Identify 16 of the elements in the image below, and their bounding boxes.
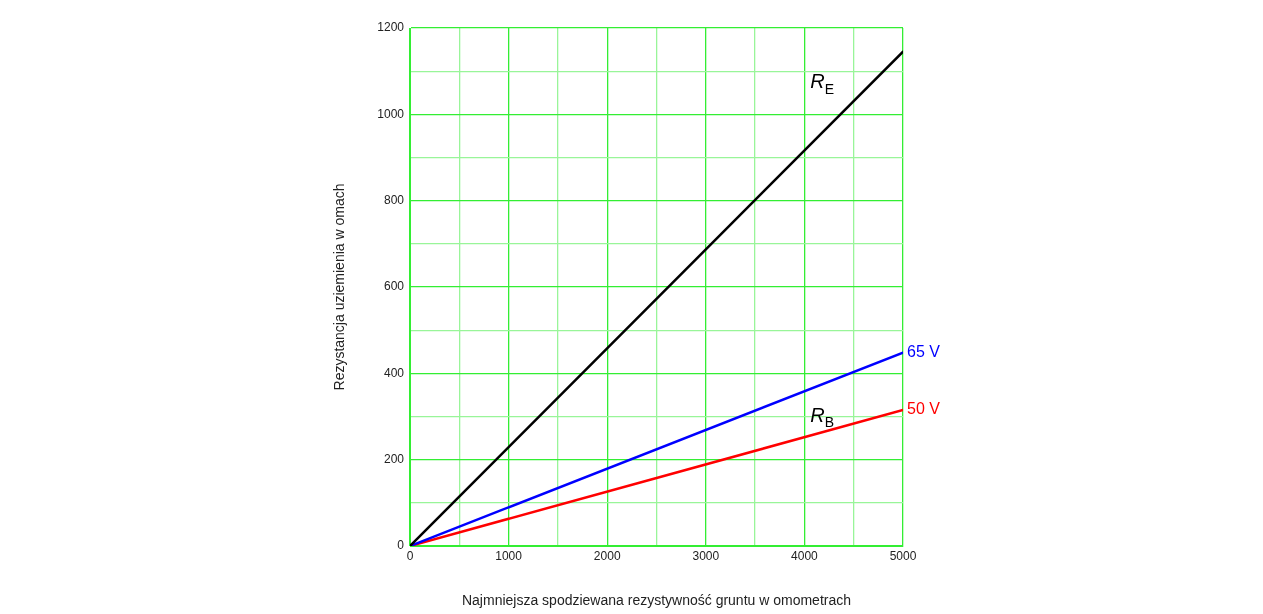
x-tick-label: 5000 [889, 548, 917, 563]
x-tick-label: 4000 [791, 548, 819, 563]
y-tick-label: 200 [383, 451, 405, 466]
x-tick-label: 2000 [593, 548, 621, 563]
y-axis-title: Rezystancja uziemienia w omach [331, 183, 348, 391]
y-tick-label: 800 [383, 192, 405, 207]
y-tick-label: 600 [383, 279, 405, 294]
series-label: 50 V [907, 400, 941, 418]
y-tick-label: 0 [397, 538, 405, 553]
x-axis-title: Najmniejsza spodziewana rezystywność gruntu w omometrach [461, 592, 852, 609]
y-tick-label: 1200 [377, 20, 405, 35]
series-label: 65 V [907, 343, 941, 361]
x-tick-label: 3000 [692, 548, 720, 563]
x-tick-label: 1000 [495, 548, 523, 563]
y-tick-label: 400 [383, 365, 405, 380]
y-tick-label: 1000 [377, 106, 405, 121]
